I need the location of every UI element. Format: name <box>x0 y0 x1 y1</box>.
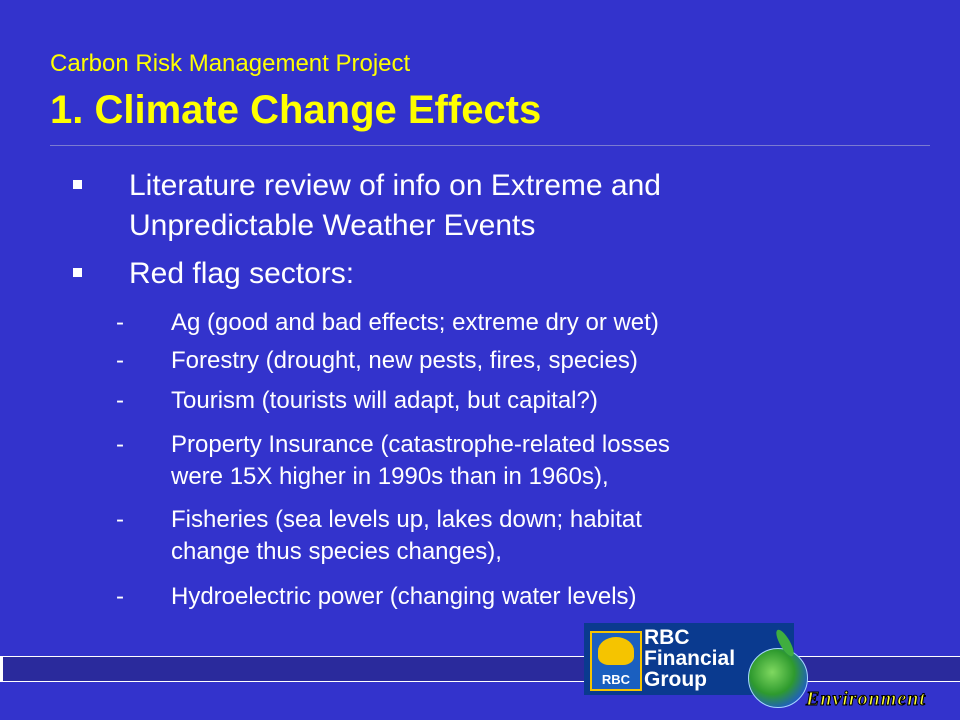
dash-marker: - <box>116 506 124 533</box>
rbc-lion-shield-icon: RBC <box>590 631 642 691</box>
logo-line: RBC <box>644 626 690 649</box>
bullet-line: Literature review of info on Extreme and <box>129 169 661 202</box>
sector-line: change thus species changes), <box>171 538 502 565</box>
footer-band <box>0 656 960 682</box>
slide-title: 1. Climate Change Effects <box>50 88 542 132</box>
logo-line: Financial <box>644 647 736 670</box>
rbc-emblem-text: RBC <box>601 672 631 687</box>
footer-edge <box>0 657 3 681</box>
sector-line: were 15X higher in 1990s than in 1960s), <box>171 463 609 490</box>
sector-line: Property Insurance (catastrophe-related … <box>171 431 670 458</box>
sector-line: Forestry (drought, new pests, fires, spe… <box>171 347 638 374</box>
logo-line: Group <box>644 668 707 691</box>
dash-marker: - <box>116 309 124 336</box>
square-bullet-icon <box>73 180 82 189</box>
lion-emblem <box>598 637 634 665</box>
slide-subtitle: Carbon Risk Management Project <box>50 50 411 77</box>
bullet-line: Red flag sectors: <box>129 257 355 290</box>
sector-line: Hydroelectric power (changing water leve… <box>171 583 637 610</box>
title-divider <box>50 145 930 146</box>
dash-marker: - <box>116 387 124 414</box>
sector-line: Tourism (tourists will adapt, but capita… <box>171 387 598 414</box>
logo-wordmark: RBC Financial Group <box>644 627 735 690</box>
bullet-line: Unpredictable Weather Events <box>129 209 536 242</box>
dash-marker: - <box>116 347 124 374</box>
globe-icon <box>748 648 808 708</box>
sector-line: Fisheries (sea levels up, lakes down; ha… <box>171 506 642 533</box>
sector-line: Ag (good and bad effects; extreme dry or… <box>171 309 659 336</box>
dash-marker: - <box>116 431 124 458</box>
dash-marker: - <box>116 583 124 610</box>
square-bullet-icon <box>73 268 82 277</box>
environment-label: Environment <box>806 688 926 711</box>
